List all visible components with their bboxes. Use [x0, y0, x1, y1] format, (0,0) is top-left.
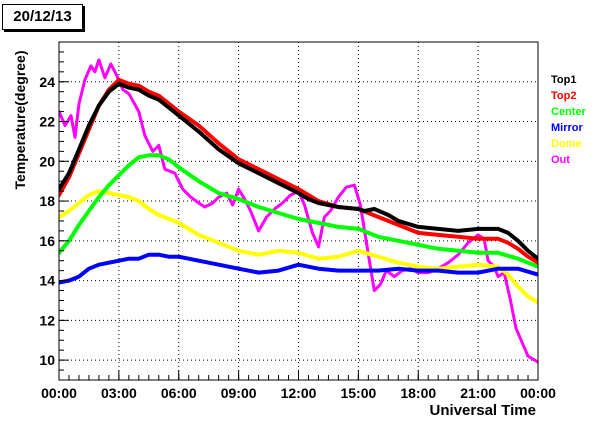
series-line-mirror [59, 252, 538, 285]
y-tick-label: 24 [39, 74, 55, 90]
legend-label-center: Center [551, 106, 587, 118]
y-tick-label: 16 [39, 233, 55, 249]
series-line-out [59, 58, 538, 365]
legend-label-out: Out [551, 154, 570, 166]
series-line-center [59, 153, 538, 269]
x-tick-label: 21:00 [460, 385, 496, 401]
x-tick-label: 03:00 [101, 385, 137, 401]
series-layer [59, 58, 538, 365]
x-tick-label: 18:00 [400, 385, 436, 401]
series-line-dome [59, 189, 538, 305]
y-tick-label: 14 [39, 273, 55, 289]
legend-label-mirror: Mirror [551, 122, 584, 134]
y-axis-title: Temperature(degree) [12, 50, 28, 189]
legend-label-top2: Top2 [551, 90, 576, 102]
y-tick-label: 10 [39, 352, 55, 368]
date-label: 20/12/13 [2, 4, 83, 30]
y-tick-label: 20 [39, 153, 55, 169]
x-tick-label: 12:00 [281, 385, 317, 401]
axis-layer: 10 12 14 16 18 20 22 24 00:00 03:00 06:00 09:00 12:0… [39, 41, 556, 401]
legend-label-top1: Top1 [551, 74, 576, 86]
grid-layer [59, 42, 538, 380]
x-tick-label: 06:00 [161, 385, 197, 401]
x-tick-label: 15:00 [340, 385, 376, 401]
x-tick-label: 00:00 [520, 385, 556, 401]
y-tick-label: 22 [39, 114, 55, 130]
y-tick-label: 12 [39, 312, 55, 328]
x-tick-label: 09:00 [221, 385, 257, 401]
series-line-top2 [59, 77, 538, 265]
series-line-top1 [59, 81, 538, 261]
y-tick-label: 18 [39, 193, 55, 209]
legend: Top1 Top2 Center Mirror Dome Out [551, 74, 587, 166]
x-axis-title: Universal Time [430, 402, 536, 419]
legend-label-dome: Dome [551, 138, 582, 150]
x-tick-label: 00:00 [41, 385, 77, 401]
